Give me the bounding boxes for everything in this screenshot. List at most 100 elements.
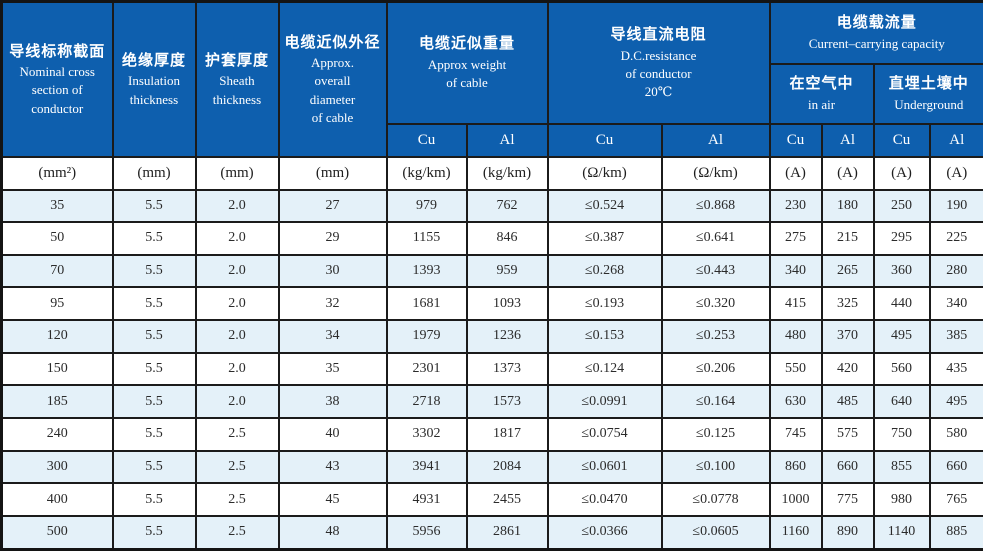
table-cell: 295 <box>872 221 931 256</box>
header-metal-cu-underground: Cu <box>872 122 931 158</box>
table-cell: 215 <box>820 221 875 256</box>
table-cell: 38 <box>277 384 388 419</box>
header-in-air-en: in air <box>807 96 836 112</box>
unit-cell: (Ω/km) <box>546 155 663 191</box>
table-cell: 150 <box>0 351 114 387</box>
table-cell: 640 <box>872 384 931 419</box>
table-cell: 180 <box>820 188 875 224</box>
table-cell: 1000 <box>768 482 823 517</box>
units-row: (mm²) (mm) (mm) (mm) (kg/km) (kg/km) (Ω/… <box>0 155 983 191</box>
table-cell: ≤0.0778 <box>660 482 771 517</box>
table-cell: ≤0.387 <box>546 221 663 256</box>
header-weight-group: 电缆近似重量 Approx weight of cable <box>385 0 549 125</box>
table-cell: ≤0.320 <box>660 286 771 322</box>
table-cell: 762 <box>465 188 549 224</box>
table-cell: 340 <box>928 286 983 322</box>
table-cell: 2.0 <box>194 221 280 256</box>
table-cell: 2.5 <box>194 416 280 452</box>
header-insulation-thickness-en: Insulation thickness <box>128 73 180 107</box>
unit-cell: (A) <box>820 155 875 191</box>
table-cell: 5.5 <box>111 416 197 452</box>
header-capacity-group-en: Current–carrying capacity <box>808 35 945 51</box>
table-header: 导线标称截面 Nominal cross section of conducto… <box>0 0 983 191</box>
table-cell: 5.5 <box>111 449 197 485</box>
table-cell: 325 <box>820 286 875 322</box>
table-cell: 979 <box>385 188 468 224</box>
table-cell: 70 <box>0 253 114 289</box>
table-cell: 190 <box>928 188 983 224</box>
header-sheath-thickness-zh: 护套厚度 <box>204 52 269 69</box>
table-cell: 1140 <box>872 514 931 551</box>
table-cell: 340 <box>768 253 823 289</box>
table-body: 35 5.5 2.0 27 979 762 ≤0.524 ≤0.868 230 180 250 190… <box>0 188 983 551</box>
table-cell: 2084 <box>465 449 549 485</box>
table-cell: 846 <box>465 221 549 256</box>
table-cell: 3941 <box>385 449 468 485</box>
table-cell: 280 <box>928 253 983 289</box>
table-cell: ≤0.868 <box>660 188 771 224</box>
unit-cell: (mm) <box>194 155 280 191</box>
table-row: 240 5.5 2.5 40 3302 1817 ≤0.0754 ≤0.125 745 575 75… <box>0 416 983 452</box>
table-cell: 980 <box>872 482 931 517</box>
table-cell: ≤0.206 <box>660 351 771 387</box>
table-cell: 660 <box>820 449 875 485</box>
header-in-air-zh: 在空气中 <box>789 76 854 93</box>
table-cell: 50 <box>0 221 114 256</box>
table-cell: 400 <box>0 482 114 517</box>
table-cell: 30 <box>277 253 388 289</box>
table-row: 35 5.5 2.0 27 979 762 ≤0.524 ≤0.868 230 180 250 190 <box>0 188 983 224</box>
table-cell: 300 <box>0 449 114 485</box>
table-cell: 2.0 <box>194 286 280 322</box>
header-in-air: 在空气中 in air <box>768 62 875 125</box>
table-cell: 1681 <box>385 286 468 322</box>
table-cell: 2.0 <box>194 188 280 224</box>
table-cell: ≤0.0991 <box>546 384 663 419</box>
unit-cell: (Ω/km) <box>660 155 771 191</box>
header-nominal-cross-section-en: Nominal cross section of conductor <box>19 64 95 116</box>
table-cell: 860 <box>768 449 823 485</box>
table-cell: 1573 <box>465 384 549 419</box>
table-cell: 959 <box>465 253 549 289</box>
header-metal-al-resistance: Al <box>660 122 771 158</box>
table-cell: 855 <box>872 449 931 485</box>
table-cell: 2455 <box>465 482 549 517</box>
table-cell: 440 <box>872 286 931 322</box>
table-cell: 5.5 <box>111 319 197 354</box>
table-cell: 2861 <box>465 514 549 551</box>
table-cell: ≤0.0601 <box>546 449 663 485</box>
table-cell: 385 <box>928 319 983 354</box>
table-cell: ≤0.0605 <box>660 514 771 551</box>
table-cell: 495 <box>872 319 931 354</box>
table-cell: ≤0.524 <box>546 188 663 224</box>
unit-cell: (mm) <box>277 155 388 191</box>
unit-cell: (kg/km) <box>385 155 468 191</box>
header-nominal-cross-section: 导线标称截面 Nominal cross section of conducto… <box>0 0 114 158</box>
table-cell: 34 <box>277 319 388 354</box>
table-cell: 495 <box>928 384 983 419</box>
table-cell: 240 <box>0 416 114 452</box>
table-cell: 775 <box>820 482 875 517</box>
table-cell: ≤0.641 <box>660 221 771 256</box>
table-cell: 225 <box>928 221 983 256</box>
table-cell: 765 <box>928 482 983 517</box>
table-cell: 120 <box>0 319 114 354</box>
table-cell: 48 <box>277 514 388 551</box>
table-cell: 415 <box>768 286 823 322</box>
table-cell: 185 <box>0 384 114 419</box>
table-cell: 5.5 <box>111 351 197 387</box>
table-cell: 480 <box>768 319 823 354</box>
table-cell: ≤0.124 <box>546 351 663 387</box>
table-cell: 3302 <box>385 416 468 452</box>
header-row-1: 导线标称截面 Nominal cross section of conducto… <box>0 0 983 158</box>
table-row: 50 5.5 2.0 29 1155 846 ≤0.387 ≤0.641 275 215 295 22… <box>0 221 983 256</box>
table-cell: 275 <box>768 221 823 256</box>
unit-cell: (mm) <box>111 155 197 191</box>
table-cell: 2.0 <box>194 253 280 289</box>
header-underground-en: Underground <box>894 96 964 112</box>
table-cell: ≤0.0470 <box>546 482 663 517</box>
table-cell: 750 <box>872 416 931 452</box>
unit-cell: (mm²) <box>0 155 114 191</box>
table-cell: ≤0.164 <box>660 384 771 419</box>
table-cell: 1155 <box>385 221 468 256</box>
table-cell: 45 <box>277 482 388 517</box>
